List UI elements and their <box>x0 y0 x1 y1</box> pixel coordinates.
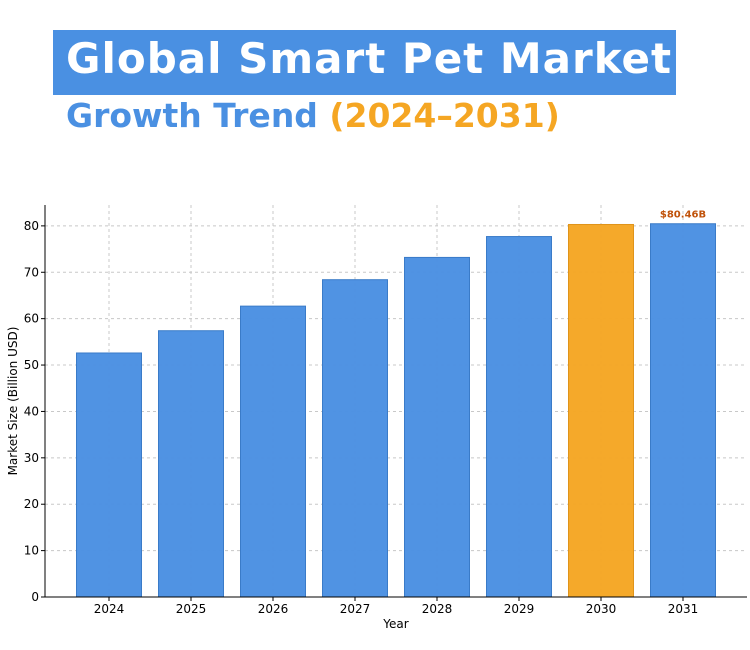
chart-subtitle: Growth Trend (2024–2031) <box>66 96 560 135</box>
bar-2029 <box>486 236 552 598</box>
y-axis-label: Market Size (Billion USD) <box>6 327 20 476</box>
bar-2031 <box>650 223 716 598</box>
x-tick-label-2031: 2031 <box>668 602 699 616</box>
y-tick-label: 50 <box>24 358 39 372</box>
y-tick-label: 30 <box>24 451 39 465</box>
bar-2025 <box>158 330 224 598</box>
y-tick-label: 20 <box>24 497 39 511</box>
y-tick-label: 70 <box>24 265 39 279</box>
y-tick-label: 0 <box>31 590 39 604</box>
x-tick-label-2027: 2027 <box>340 602 371 616</box>
y-ticks: 0 10 20 30 40 50 60 70 80 <box>24 219 45 604</box>
y-tick-label: 80 <box>24 219 39 233</box>
x-axis-label: Year <box>382 617 408 631</box>
y-tick-label: 60 <box>24 312 39 326</box>
x-tick-label-2029: 2029 <box>504 602 535 616</box>
y-tick-label: 40 <box>24 404 39 418</box>
bar-2028 <box>404 256 470 598</box>
bar-2030 <box>568 223 634 598</box>
axes <box>44 205 747 598</box>
x-tick-label-2030: 2030 <box>586 602 617 616</box>
chart-title: Global Smart Pet Market <box>66 34 673 83</box>
x-tick-label-2028: 2028 <box>422 602 453 616</box>
title-band <box>53 30 676 95</box>
data-labels: $80.46B <box>660 210 706 221</box>
subtitle-main: Growth Trend <box>66 96 330 135</box>
x-tick-label-2025: 2025 <box>176 602 207 616</box>
x-tick-label-2026: 2026 <box>258 602 289 616</box>
bar-2026 <box>240 305 306 598</box>
grid-lines <box>45 205 747 597</box>
subtitle-years: (2024–2031) <box>329 96 560 135</box>
x-ticks: 2024 2025 2026 2027 2028 2029 2030 2031 <box>94 597 699 616</box>
y-tick-label: 10 <box>24 544 39 558</box>
bar-2027 <box>322 279 388 598</box>
bars <box>76 223 716 598</box>
data-label-2031: $80.46B <box>660 210 706 221</box>
x-tick-label-2024: 2024 <box>94 602 125 616</box>
bar-2024 <box>76 352 142 598</box>
